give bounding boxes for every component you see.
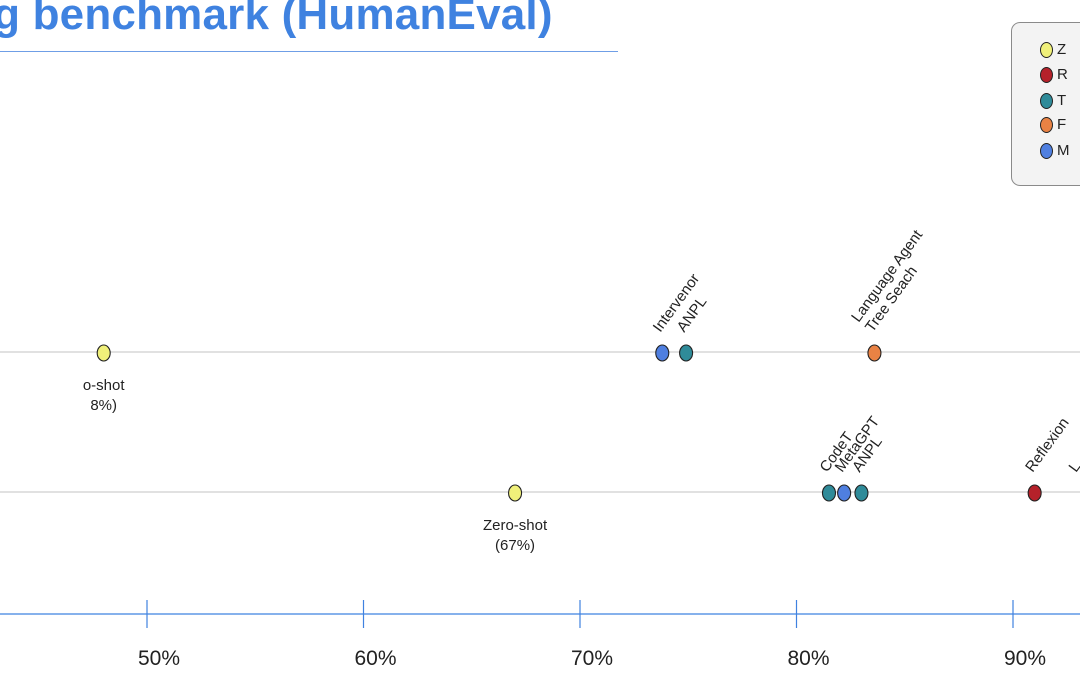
point-label: (67%)	[495, 537, 535, 554]
legend-circle-icon	[1040, 42, 1053, 58]
legend-label: R	[1057, 66, 1068, 83]
page-title: ng benchmark (HumanEval)	[0, 0, 553, 39]
x-tick-label: 60%	[354, 647, 396, 670]
data-point	[507, 484, 523, 502]
data-point	[854, 484, 869, 502]
point-label-line: L	[1065, 459, 1080, 476]
data-point	[1027, 484, 1042, 502]
point-label: 8%)	[90, 397, 117, 414]
legend-label: M	[1057, 142, 1070, 159]
x-tick-label: 70%	[571, 647, 613, 670]
legend-label: F	[1057, 116, 1067, 133]
legend-label: T	[1057, 92, 1067, 109]
legend-circle-icon	[1040, 117, 1053, 133]
title-underline	[0, 51, 618, 52]
x-tick-label: 50%	[138, 647, 180, 670]
data-point	[655, 344, 670, 362]
legend-label: Z	[1057, 41, 1067, 58]
legend-circle-icon	[1040, 143, 1053, 159]
x-tick-label: 90%	[1004, 647, 1046, 670]
legend-circle-icon	[1040, 93, 1053, 109]
data-point	[96, 344, 111, 362]
point-label: Zero-shot	[483, 517, 548, 534]
point-label: L	[1065, 459, 1080, 476]
x-tick-label: 80%	[787, 647, 829, 670]
legend-circle-icon	[1040, 67, 1053, 83]
data-point	[867, 344, 882, 362]
data-point	[821, 484, 837, 502]
point-label: o-shot	[83, 377, 126, 394]
data-point	[837, 484, 852, 502]
data-point	[679, 344, 694, 362]
